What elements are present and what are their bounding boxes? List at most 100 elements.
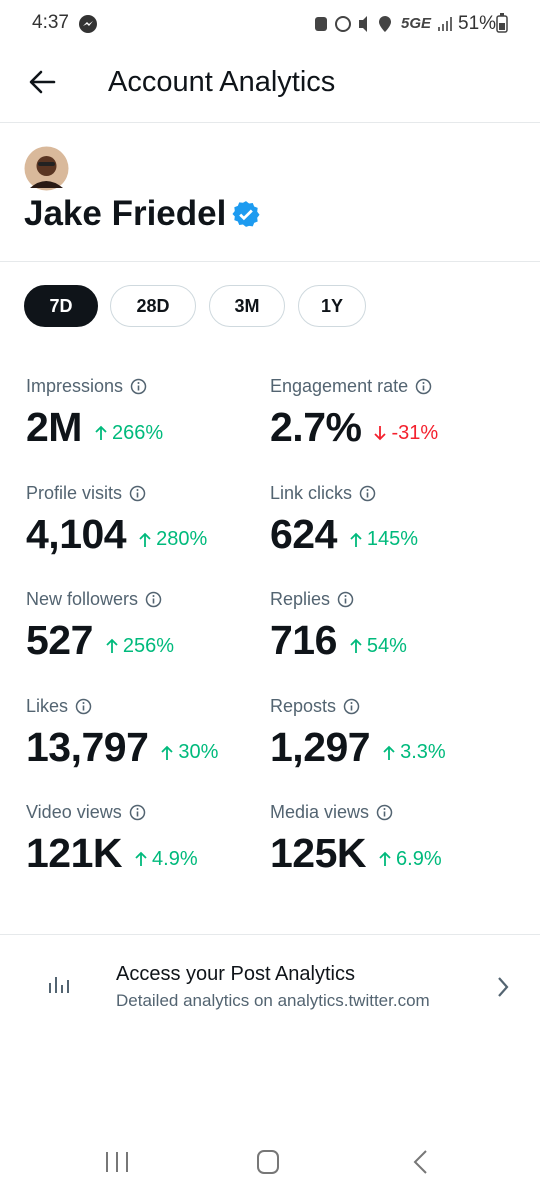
metric-change: 30% xyxy=(160,741,218,764)
chevron-right xyxy=(498,977,509,997)
metric-row: 121K 4.9% xyxy=(26,830,198,877)
arrow-down xyxy=(374,426,387,441)
analytics-icon xyxy=(49,977,69,993)
arrow-up xyxy=(350,638,362,653)
metric-change-text: 4.9% xyxy=(152,847,198,870)
nav-bar xyxy=(106,1150,427,1174)
info-icon xyxy=(376,804,393,821)
metric-label-text: Likes xyxy=(26,695,69,716)
avatar xyxy=(24,146,69,191)
metric-change: 266% xyxy=(94,422,163,445)
info-icon xyxy=(415,378,432,395)
metric-value: 2.7% xyxy=(270,404,362,450)
metric-row: 624 145% xyxy=(270,511,418,558)
system-back-button[interactable] xyxy=(413,1150,427,1174)
metric-label: Reposts xyxy=(270,696,360,717)
battery-level: 51% xyxy=(458,13,497,34)
metric-label: Engagement rate xyxy=(270,376,432,397)
metric-label: Likes xyxy=(26,696,92,717)
info-icon xyxy=(359,485,376,501)
metric-change: 280% xyxy=(138,528,207,551)
page-title: Account Analytics xyxy=(108,66,336,98)
metric-change: 6.9% xyxy=(378,848,442,871)
divider xyxy=(0,934,540,935)
period-tab[interactable]: 1Y xyxy=(298,285,366,327)
metric-label: Profile visits xyxy=(26,483,146,504)
arrow-up xyxy=(106,638,118,653)
divider xyxy=(0,122,540,123)
metric-row: 2.7% -31% xyxy=(270,404,438,451)
battery-icon xyxy=(496,13,508,33)
verified-badge xyxy=(232,201,260,227)
link-title: Access your Post Analytics xyxy=(116,963,355,985)
info-icon xyxy=(130,378,147,395)
signal-icon xyxy=(438,17,452,31)
network-type: 5GE xyxy=(401,15,432,32)
metric-row: 13,797 30% xyxy=(26,724,218,771)
metric-change-text: 256% xyxy=(122,634,175,657)
metric-change: 145% xyxy=(349,528,418,551)
link-subtitle: Detailed analytics on analytics.twitter.… xyxy=(116,991,430,1010)
metric-row: 4,104 280% xyxy=(26,511,207,558)
metric-row: 125K 6.9% xyxy=(270,830,442,877)
info-icon xyxy=(75,698,92,714)
metric-label: Replies xyxy=(270,589,354,610)
metric-change: 3.3% xyxy=(382,741,446,764)
metric-label-text: Reposts xyxy=(270,695,337,716)
metric-row: 1,297 3.3% xyxy=(270,724,446,771)
metric-label-text: Impressions xyxy=(26,376,124,396)
metric-value: 1,297 xyxy=(270,723,371,770)
status-icons xyxy=(315,16,391,32)
home-button[interactable] xyxy=(257,1150,279,1174)
period-tab[interactable]: 7D xyxy=(24,285,98,327)
arrow-up xyxy=(95,425,107,440)
info-icon xyxy=(145,591,162,608)
metric-label-text: Video views xyxy=(26,802,122,822)
info-icon xyxy=(129,485,146,501)
metric-value: 527 xyxy=(26,617,93,663)
metric-label: Link clicks xyxy=(270,483,376,504)
metric-label-text: New followers xyxy=(26,589,139,609)
divider xyxy=(0,261,540,262)
messenger-icon xyxy=(79,15,97,33)
metric-change-text: 145% xyxy=(366,528,419,550)
metric-label-text: Profile visits xyxy=(26,482,123,503)
metric-label: Impressions xyxy=(26,376,147,397)
period-tab[interactable]: 3M xyxy=(209,285,285,327)
metric-value: 13,797 xyxy=(26,723,149,770)
metric-label-text: Replies xyxy=(270,589,331,609)
metric-change-text: 30% xyxy=(178,741,219,763)
metric-row: 716 54% xyxy=(270,617,407,664)
metric-value: 624 xyxy=(270,510,337,557)
metric-change: 256% xyxy=(105,635,174,658)
metric-change: -31% xyxy=(373,422,438,445)
metric-row: 2M 266% xyxy=(26,404,163,451)
profile-name: Jake Friedel xyxy=(24,194,227,233)
metric-change-text: 3.3% xyxy=(400,741,446,763)
metric-label-text: Link clicks xyxy=(270,482,353,503)
info-icon xyxy=(129,804,145,821)
metric-label-text: Engagement rate xyxy=(270,376,409,396)
arrow-up xyxy=(135,851,147,866)
metric-value: 716 xyxy=(270,617,337,663)
metric-change: 54% xyxy=(349,635,407,658)
arrow-up xyxy=(161,745,174,760)
metric-label: New followers xyxy=(26,589,162,610)
metric-row: 527 256% xyxy=(26,617,174,664)
metric-value: 121K xyxy=(26,830,123,876)
period-tab[interactable]: 28D xyxy=(110,285,196,327)
metric-change-text: 54% xyxy=(366,634,407,657)
profile-row: Jake Friedel xyxy=(24,194,260,234)
metric-label: Video views xyxy=(26,802,146,823)
info-icon xyxy=(337,591,354,608)
back-button[interactable] xyxy=(28,68,56,96)
recents-button[interactable] xyxy=(106,1152,128,1172)
metric-change: 4.9% xyxy=(134,848,198,871)
metric-change-text: 280% xyxy=(156,528,208,550)
status-time: 4:37 xyxy=(32,12,69,33)
post-analytics-link[interactable]: Access your Post Analytics Detailed anal… xyxy=(0,945,540,1025)
info-icon xyxy=(343,698,360,714)
metric-change-text: 266% xyxy=(111,421,164,444)
